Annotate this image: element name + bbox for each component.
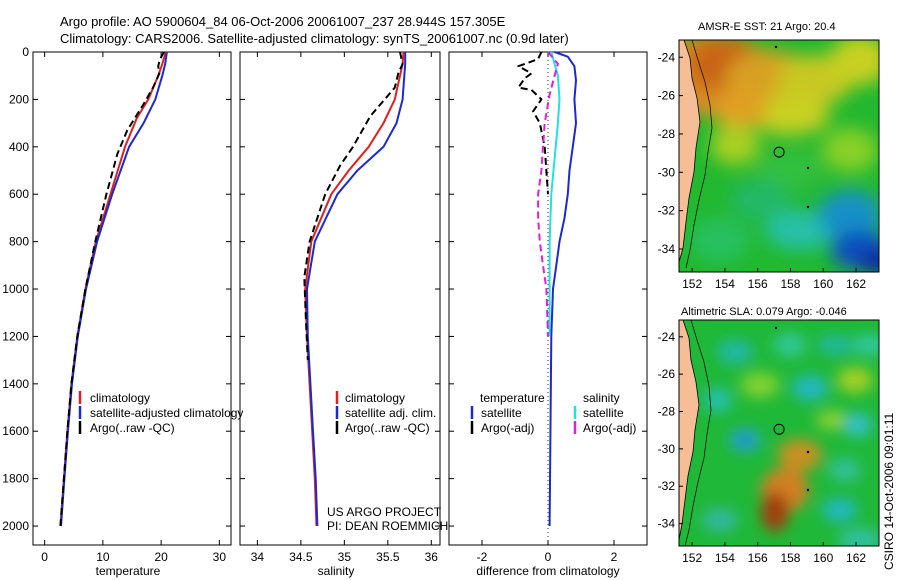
y-tick-label: 1600	[2, 424, 29, 438]
sla-map	[678, 319, 880, 547]
sla-map-frame	[678, 319, 880, 547]
x-tick-label: 36	[425, 550, 439, 564]
map-x-tick-label: 152	[682, 277, 702, 291]
x-tick-label: 20	[154, 550, 168, 564]
y-tick-label: 200	[9, 92, 29, 106]
series-line-salinity-satellite	[548, 51, 561, 337]
map-y-tick-label: -28	[658, 127, 676, 141]
y-tick-label: 1400	[2, 377, 29, 391]
legend-climatology: climatology	[90, 391, 150, 405]
map-x-tick-label: 158	[780, 277, 800, 291]
map-y-tick-label: -34	[658, 517, 676, 531]
csiro-stamp: CSIRO 14-Oct-2006 09:01:11	[882, 412, 896, 570]
x-tick-label: 34.5	[289, 550, 313, 564]
map-y-tick-label: -30	[658, 442, 676, 456]
map-y-tick-label: -32	[658, 479, 676, 493]
map-x-tick-label: 162	[846, 551, 866, 565]
legend-temp-satellite: satellite	[481, 406, 522, 420]
x-tick-label: 10	[96, 550, 110, 564]
temperature-axes	[32, 51, 232, 546]
map-y-tick-label: -34	[658, 242, 676, 256]
map-x-tick-label: 152	[682, 551, 702, 565]
map-y-tick-label: -24	[658, 330, 676, 344]
map-x-tick-label: 160	[813, 551, 833, 565]
land-mass	[679, 40, 700, 262]
project-credit-line-1: US ARGO PROJECT	[327, 505, 442, 519]
map-x-tick-label: 160	[813, 277, 833, 291]
map-x-tick-label: 154	[715, 551, 735, 565]
y-tick-label: 2000	[2, 519, 29, 533]
y-tick-label: 800	[9, 235, 29, 249]
sst-map	[678, 39, 880, 273]
y-tick-label: 400	[9, 140, 29, 154]
difference-panel: -2 0 2	[448, 51, 648, 564]
y-tick-label: 600	[9, 187, 29, 201]
x-tick-label: 35.5	[376, 550, 400, 564]
legend-argo: Argo(..raw -QC)	[345, 421, 430, 435]
title-line-1: Argo profile: AO 5900604_84 06-Oct-2006 …	[60, 14, 506, 29]
y-tick-label: 1000	[2, 282, 29, 296]
map-y-tick-label: -26	[658, 367, 676, 381]
x-tick-label: 0	[41, 550, 48, 564]
temperature-xlabel: temperature	[96, 564, 161, 578]
legend-sal-argo: Argo(-adj)	[583, 421, 636, 435]
x-tick-label: 30	[213, 550, 227, 564]
map-x-tick-label: 156	[748, 551, 768, 565]
salinity-xlabel: salinity	[318, 564, 355, 578]
y-tick-label: 1200	[2, 329, 29, 343]
difference-axes	[448, 51, 648, 546]
series-line-temperature-satellite	[548, 51, 577, 527]
x-tick-label: 0	[545, 550, 552, 564]
y-tick-label: 1800	[2, 472, 29, 486]
legend-title-salinity: salinity	[583, 391, 620, 405]
difference-xlabel: difference from climatology	[476, 564, 619, 578]
salinity-panel: 34 34.5 35 35.5 36	[239, 51, 441, 564]
sst-map-title: AMSR-E SST: 21 Argo: 20.4	[698, 21, 836, 33]
legend-satellite-adj: satellite adj. clim.	[345, 406, 436, 420]
sst-map-frame	[678, 39, 880, 273]
legend-satellite-adjusted: satellite-adjusted climatology	[90, 406, 243, 420]
x-tick-label: 34	[251, 550, 265, 564]
y-tick-label: 0	[22, 45, 29, 59]
legend-temp-argo: Argo(-adj)	[481, 421, 534, 435]
salinity-legend: climatology satellite adj. clim. Argo(..…	[335, 391, 436, 435]
sst-argo-location	[773, 146, 785, 158]
x-tick-label: 2	[611, 550, 618, 564]
map-y-tick-label: -24	[658, 50, 676, 64]
map-x-tick-label: 162	[846, 277, 866, 291]
map-x-tick-label: 154	[715, 277, 735, 291]
series-line-salinity-argo-adj-	[537, 51, 559, 337]
x-tick-label: 35	[338, 550, 352, 564]
sla-map-title: Altimetric SLA: 0.079 Argo: -0.046	[681, 306, 847, 318]
series-line-argo-raw-qc-	[303, 51, 404, 361]
project-credit-line-2: PI: DEAN ROEMMICH	[327, 519, 448, 533]
series-line-temperature-argo-adj-	[517, 51, 549, 195]
map-x-tick-label: 158	[780, 551, 800, 565]
map-y-tick-label: -30	[658, 165, 676, 179]
map-x-tick-label: 156	[748, 277, 768, 291]
legend-climatology: climatology	[345, 391, 405, 405]
title-line-2: Climatology: CARS2006. Satellite-adjuste…	[60, 31, 569, 46]
temperature-panel: 0 10 20 30 0 200 400 600 800 1000 1200 1400 1600 1800…	[2, 45, 232, 564]
temperature-legend: climatology satellite-adjusted climatolo…	[78, 391, 243, 435]
legend-title-temperature: temperature	[480, 391, 545, 405]
salinity-axes	[239, 51, 441, 546]
series-line-argo-raw-qc-	[59, 51, 165, 527]
map-y-tick-label: -32	[658, 204, 676, 218]
sla-argo-location	[773, 423, 785, 435]
map-y-tick-label: -28	[658, 405, 676, 419]
difference-legend: temperature salinity satellite Argo(-adj…	[470, 391, 636, 435]
legend-argo: Argo(..raw -QC)	[90, 421, 175, 435]
x-tick-label: -2	[477, 550, 488, 564]
series-line-satellite-adj-clim-	[306, 52, 407, 527]
map-y-tick-label: -26	[658, 89, 676, 103]
legend-sal-satellite: satellite	[583, 406, 624, 420]
